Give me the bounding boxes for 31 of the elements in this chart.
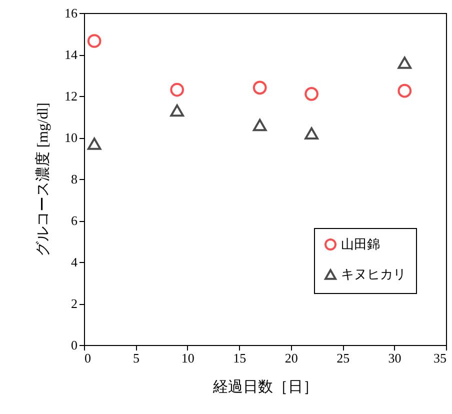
y-tick-label: 2 bbox=[71, 296, 78, 311]
point bbox=[252, 80, 267, 95]
y-tick-label: 6 bbox=[71, 213, 78, 228]
x-tick-label: 20 bbox=[284, 350, 298, 366]
legend-label: キヌヒカリ bbox=[341, 266, 406, 282]
y-tick-label: 10 bbox=[64, 130, 78, 145]
x-tick-label: 25 bbox=[336, 350, 350, 366]
x-tick-label: 35 bbox=[434, 350, 446, 366]
y-tick-label: 0 bbox=[71, 338, 78, 352]
y-axis-title: グルコース濃度 [mg/dl] bbox=[34, 102, 52, 256]
x-tick-label: 15 bbox=[233, 350, 246, 366]
y-tick-label: 12 bbox=[64, 88, 78, 104]
point bbox=[304, 127, 318, 140]
y-tick-label: 4 bbox=[71, 254, 78, 270]
point bbox=[398, 84, 412, 98]
y-tick-label: 14 bbox=[64, 47, 78, 62]
y-tick-label: 8 bbox=[71, 172, 78, 186]
point bbox=[398, 56, 412, 69]
x-tick-label: 10 bbox=[181, 350, 194, 366]
point bbox=[170, 82, 184, 97]
point bbox=[87, 34, 102, 48]
legend-label: 山田錦 bbox=[341, 236, 380, 252]
point bbox=[304, 87, 318, 101]
point bbox=[87, 138, 102, 150]
x-axis-title: 経過日数［日］ bbox=[212, 380, 318, 396]
point bbox=[170, 104, 184, 117]
x-tick-label: 30 bbox=[388, 350, 402, 366]
y-tick-label: 16 bbox=[64, 6, 78, 20]
x-tick-label: 5 bbox=[132, 350, 140, 366]
point bbox=[252, 118, 267, 132]
x-tick-label: 0 bbox=[84, 350, 91, 366]
